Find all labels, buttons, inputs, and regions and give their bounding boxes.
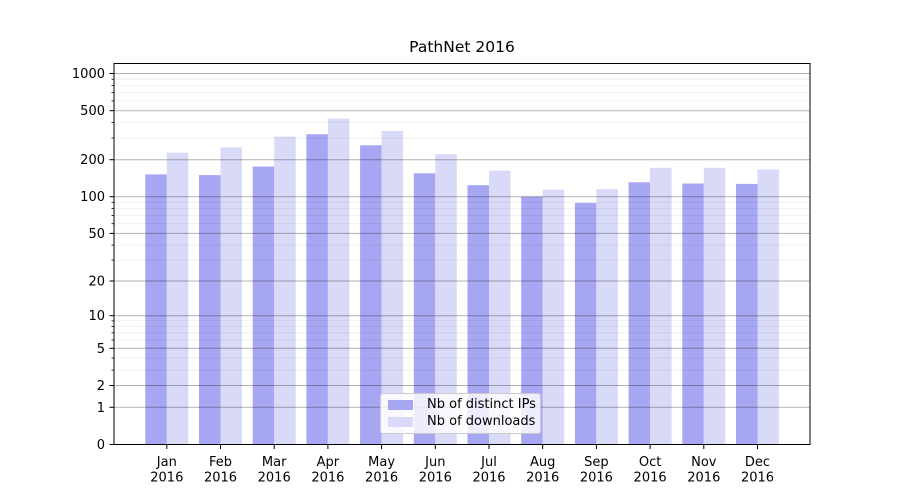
series-distinct-ips xyxy=(145,134,758,445)
bar-dec-downloads xyxy=(757,169,779,445)
x-tick-label-month-mar: Mar xyxy=(262,455,287,470)
bar-apr-distinct-ips xyxy=(306,134,328,445)
legend-label-downloads: Nb of downloads xyxy=(427,413,536,429)
legend-row-distinct-ips: Nb of distinct IPs xyxy=(388,398,536,412)
bar-jun-distinct-ips xyxy=(413,173,436,445)
y-tick-label-200: 200 xyxy=(80,153,105,168)
bar-aug-downloads xyxy=(542,189,565,445)
x-tick-label-month-may: May xyxy=(368,455,395,470)
legend-swatch-distinct-ips xyxy=(388,400,413,411)
y-tick-label-50: 50 xyxy=(88,227,105,242)
x-tick-label-year-jul: 2016 xyxy=(472,471,505,486)
x-tick-label-year-apr: 2016 xyxy=(311,471,344,486)
bar-may-downloads xyxy=(381,131,404,445)
x-tick-label-year-mar: 2016 xyxy=(258,471,291,486)
x-tick-label-year-nov: 2016 xyxy=(687,471,720,486)
legend-row-downloads: Nb of downloads xyxy=(388,413,536,429)
x-tick-label-month-dec: Dec xyxy=(745,455,770,470)
bar-jul-downloads xyxy=(489,170,511,445)
y-tick-label-1000: 1000 xyxy=(72,67,105,82)
x-tick-label-year-feb: 2016 xyxy=(204,471,237,486)
x-tick-label-year-dec: 2016 xyxy=(741,471,774,486)
bar-may-distinct-ips xyxy=(360,145,382,445)
x-tick-label-month-oct: Oct xyxy=(639,455,661,470)
x-tick-label-month-jun: Jun xyxy=(424,455,445,470)
x-tick-label-month-nov: Nov xyxy=(691,455,717,470)
bar-jan-distinct-ips xyxy=(145,174,167,445)
x-tick-label-year-jan: 2016 xyxy=(150,471,183,486)
x-tick-label-month-jul: Jul xyxy=(480,455,497,470)
x-tick-label-month-aug: Aug xyxy=(530,455,555,470)
y-tick-label-1: 1 xyxy=(97,401,105,416)
bar-feb-distinct-ips xyxy=(199,175,221,445)
bar-feb-downloads xyxy=(220,147,242,445)
bar-oct-distinct-ips xyxy=(628,182,651,445)
y-tick-label-100: 100 xyxy=(80,190,105,205)
legend-swatch-downloads xyxy=(388,416,413,427)
bar-jul-distinct-ips xyxy=(467,185,489,445)
legend-label-distinct-ips: Nb of distinct IPs xyxy=(427,397,536,413)
series-downloads xyxy=(166,118,779,445)
bar-oct-downloads xyxy=(650,167,672,445)
y-tick-label-20: 20 xyxy=(88,275,105,290)
bar-dec-distinct-ips xyxy=(736,183,758,445)
y-tick-label-0: 0 xyxy=(97,438,105,453)
x-tick-label-year-sep: 2016 xyxy=(580,471,613,486)
bar-mar-distinct-ips xyxy=(252,166,275,445)
x-tick-label-year-jun: 2016 xyxy=(419,471,452,486)
bar-apr-downloads xyxy=(327,118,350,445)
bar-sep-distinct-ips xyxy=(574,202,597,445)
x-tick-label-month-feb: Feb xyxy=(209,455,232,470)
bar-aug-distinct-ips xyxy=(521,196,543,445)
y-tick-label-5: 5 xyxy=(97,342,105,357)
x-tick-label-year-oct: 2016 xyxy=(634,471,667,486)
bar-sep-downloads xyxy=(596,189,618,445)
x-tick-label-month-sep: Sep xyxy=(584,455,609,470)
y-tick-label-10: 10 xyxy=(88,309,105,324)
x-tick-label-year-aug: 2016 xyxy=(526,471,559,486)
chart-title: PathNet 2016 xyxy=(409,38,515,56)
plot-area-border xyxy=(113,63,811,445)
x-tick-label-month-jan: Jan xyxy=(156,455,177,470)
y-tick-label-500: 500 xyxy=(80,104,105,119)
legend: Nb of distinct IPs Nb of downloads xyxy=(380,393,541,434)
bar-jun-downloads xyxy=(435,154,457,445)
y-tick-label-2: 2 xyxy=(97,379,105,394)
bar-nov-distinct-ips xyxy=(682,183,704,445)
x-tick-label-month-apr: Apr xyxy=(317,455,340,470)
bar-jan-downloads xyxy=(166,152,189,445)
x-tick-label-year-may: 2016 xyxy=(365,471,398,486)
bar-nov-downloads xyxy=(703,167,726,445)
bar-mar-downloads xyxy=(274,136,296,445)
